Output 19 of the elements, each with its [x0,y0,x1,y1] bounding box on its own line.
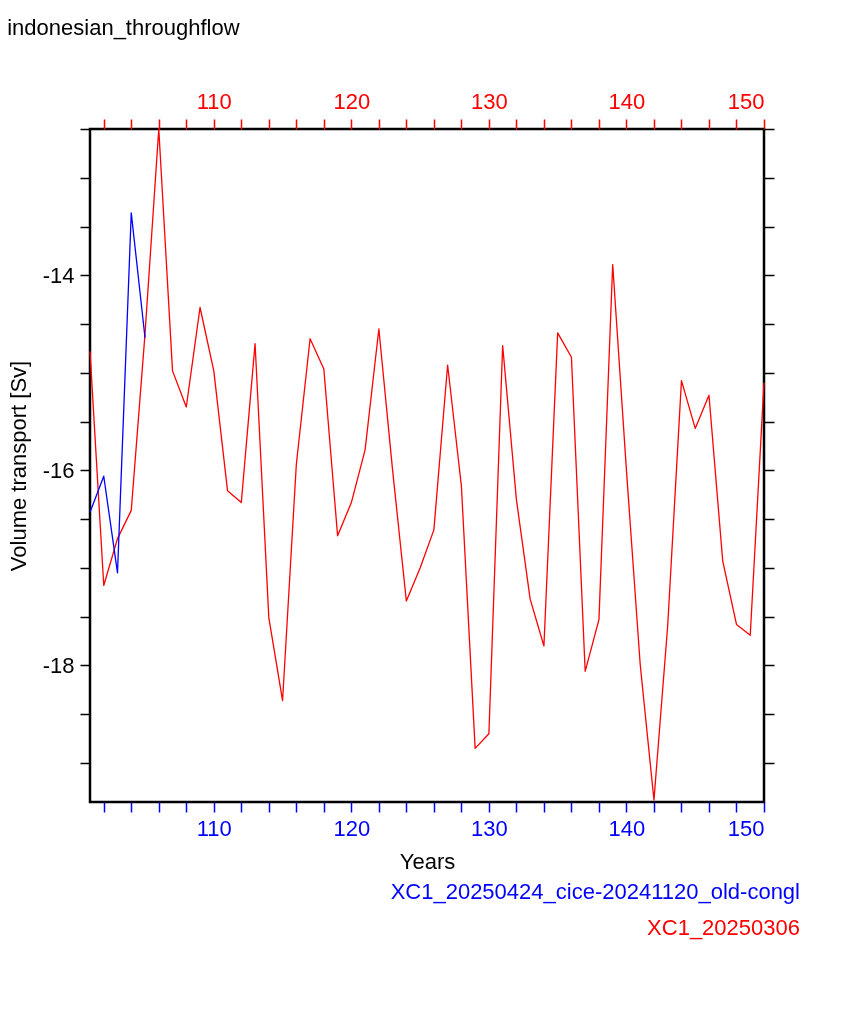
text: XC1_20250306 [647,915,800,940]
x-tick-label: 130 [471,815,508,841]
x-tick-label: 140 [608,815,646,841]
x2-tick-label: 120 [333,88,371,114]
x-tick-label: 150 [727,815,765,841]
y-tick-label: -14 [42,262,75,288]
x-tick-label: 110 [196,815,232,841]
x2-tick-label: 150 [727,88,765,114]
line-series [89,212,146,574]
y-tick-label: -18 [42,652,75,678]
y-tick-label: -16 [42,457,75,483]
x-axis-title: Years [399,848,456,874]
x-tick-label: 120 [333,815,371,841]
chart-title: indonesian_throughflow [7,15,240,40]
y-axis-title: Volume transport [Sv] [5,360,31,572]
x2-tick-label: 130 [471,88,508,114]
x2-tick-label: 140 [608,88,646,114]
text: XC1_20250424_cice-20241120_old-congl [390,879,800,904]
x2-tick-label: 110 [196,88,232,114]
